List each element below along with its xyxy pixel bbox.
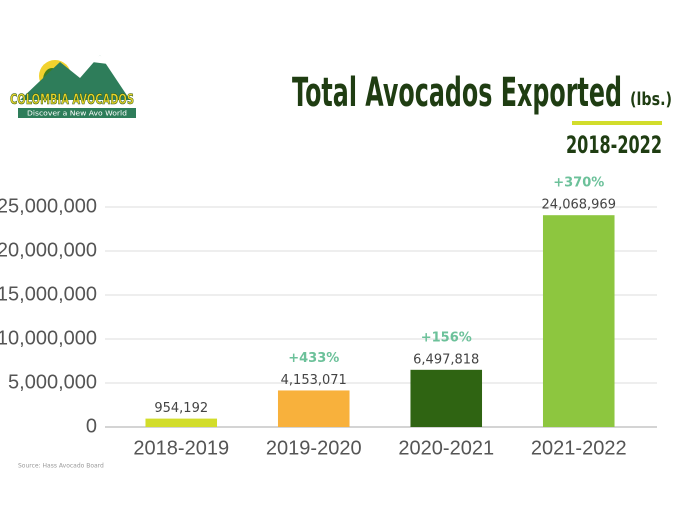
x-tick-label: 2020-2021: [398, 437, 494, 459]
y-tick-label: 15,000,000: [0, 283, 97, 305]
bar: [410, 369, 483, 427]
bar: [542, 215, 615, 427]
chart-title: Total Avocados Exported: [292, 70, 622, 116]
chart-subtitle: 2018-2022: [566, 131, 662, 159]
title-underline: [572, 121, 662, 125]
bar: [277, 390, 350, 427]
value-label: 6,497,818: [413, 352, 479, 367]
logo: COLOMBIA AVOCADOS Discover a New Avo Wor…: [10, 55, 136, 118]
growth-label: +370%: [553, 176, 604, 191]
value-label: 954,192: [154, 401, 208, 416]
logo-name: COLOMBIA AVOCADOS: [10, 92, 134, 108]
value-label: 4,153,071: [281, 373, 347, 388]
bar: [145, 418, 218, 427]
source: Source: Hass Avocado Board: [18, 463, 104, 470]
y-tick-label: 10,000,000: [0, 327, 97, 349]
growth-label: +156%: [421, 330, 472, 345]
logo-tagline: Discover a New Avo World: [27, 110, 127, 118]
title-unit: (lbs.): [630, 89, 672, 110]
y-tick-label: 25,000,000: [0, 195, 97, 217]
value-label: 24,068,969: [542, 198, 616, 213]
x-tick-label: 2019-2020: [266, 437, 362, 459]
y-tick-label: 20,000,000: [0, 239, 97, 261]
x-tick-label: 2021-2022: [531, 437, 627, 459]
x-tick-label: 2018-2019: [133, 437, 229, 459]
growth-label: +433%: [288, 351, 339, 366]
y-tick-label: 0: [86, 415, 97, 437]
y-tick-label: 5,000,000: [8, 371, 97, 393]
